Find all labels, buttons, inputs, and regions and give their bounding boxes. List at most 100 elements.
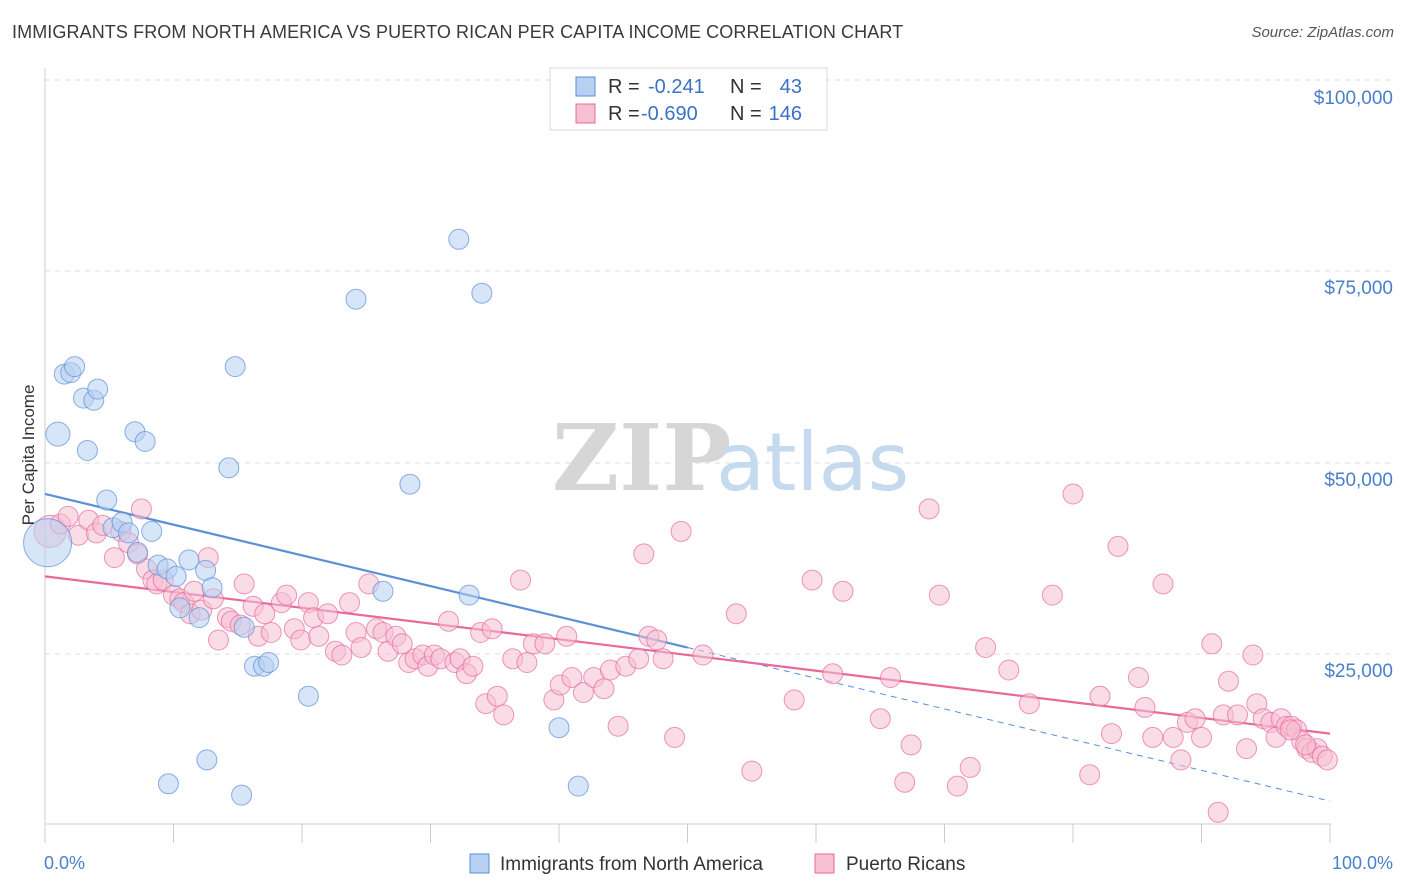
- x-tick-labels: 0.0% 100.0%: [44, 853, 1393, 873]
- puerto-rican-point: [1134, 696, 1156, 718]
- legend-box: [549, 67, 828, 131]
- puerto-rican-point: [928, 584, 950, 606]
- source-label: Source: ZipAtlas.com: [1251, 24, 1394, 41]
- puerto-rican-point: [593, 678, 615, 700]
- series-swatch-pink: [814, 853, 835, 874]
- legend-r-label-1: R =: [608, 76, 640, 98]
- puerto-rican-point: [1107, 535, 1129, 557]
- puerto-rican-point: [1018, 693, 1040, 715]
- puerto-rican-point: [438, 610, 459, 632]
- puerto-rican-point: [946, 775, 968, 797]
- puerto-rican-point: [561, 667, 583, 688]
- puerto-rican-point: [254, 603, 276, 625]
- immigrants-point: [567, 775, 589, 797]
- puerto-rican-point: [510, 569, 531, 591]
- puerto-rican-point: [1162, 726, 1184, 748]
- puerto-rican-point: [486, 685, 508, 707]
- puerto-rican-point: [607, 715, 629, 737]
- puerto-rican-point: [783, 689, 805, 711]
- puerto-rican-point: [1079, 764, 1101, 786]
- immigrants-point: [458, 584, 480, 606]
- puerto-rican-point: [1041, 584, 1063, 606]
- y-tick-label: $100,000: [1314, 88, 1393, 109]
- puerto-rican-point: [556, 625, 578, 647]
- data-points: [23, 228, 1338, 823]
- puerto-rican-point: [975, 637, 997, 658]
- puerto-rican-point: [1101, 723, 1122, 745]
- puerto-rican-point: [1142, 726, 1164, 748]
- puerto-rican-point: [633, 543, 655, 565]
- immigrants-point: [141, 520, 163, 542]
- puerto-rican-point: [276, 584, 298, 606]
- immigrants-point: [157, 773, 179, 795]
- immigrants-point: [178, 549, 200, 571]
- watermark-zip: ZIP: [552, 404, 731, 512]
- immigrants-point: [188, 607, 210, 629]
- legend-r-value-1: -0.241: [648, 76, 705, 98]
- puerto-rican-point: [534, 633, 556, 655]
- immigrants-point: [134, 431, 156, 452]
- puerto-rican-point: [1227, 704, 1248, 726]
- puerto-rican-point: [1316, 749, 1338, 771]
- puerto-rican-point: [664, 726, 686, 748]
- immigrants-point: [118, 522, 139, 544]
- puerto-rican-point: [391, 633, 413, 655]
- immigrants-point: [372, 580, 394, 602]
- immigrants-point: [87, 378, 109, 400]
- puerto-rican-point: [1062, 483, 1084, 505]
- immigrants-point: [76, 440, 98, 461]
- legend-r-label-2: R =: [608, 103, 640, 125]
- puerto-rican-point: [801, 569, 823, 591]
- immigrants-point: [224, 356, 246, 378]
- immigrants-point: [45, 421, 71, 447]
- puerto-rican-point: [822, 663, 844, 685]
- y-tick-label: $50,000: [1324, 470, 1393, 491]
- puerto-rican-point: [900, 734, 922, 756]
- puerto-rican-point: [233, 573, 255, 595]
- puerto-rican-point: [652, 648, 674, 670]
- immigrants-point: [345, 288, 367, 310]
- legend-swatch-pink: [575, 103, 596, 124]
- puerto-rican-point: [1236, 738, 1257, 760]
- immigrants-point: [548, 717, 570, 739]
- puerto-rican-point: [339, 592, 360, 614]
- legend-n-value-1: 43: [780, 76, 802, 98]
- puerto-rican-point: [350, 637, 372, 658]
- puerto-rican-point: [670, 520, 692, 542]
- trend-lines: [44, 492, 1331, 802]
- puerto-rican-point: [1152, 573, 1174, 595]
- puerto-rican-point: [741, 760, 763, 782]
- watermark-atlas: atlas: [716, 416, 909, 509]
- puerto-rican-point: [1242, 644, 1264, 666]
- puerto-rican-point: [869, 708, 891, 730]
- puerto-rican-point: [1201, 633, 1223, 655]
- puerto-rican-point: [725, 603, 747, 625]
- immigrants-point: [196, 749, 218, 771]
- puerto-rican-point: [1170, 749, 1192, 771]
- legend-n-value-2: 146: [769, 103, 802, 125]
- x-tick-label-start: 0.0%: [44, 853, 85, 873]
- immigrants-point: [399, 473, 421, 495]
- immigrants-point: [218, 457, 240, 479]
- immigrants-point: [297, 685, 319, 707]
- puerto-rican-point: [208, 629, 229, 651]
- puerto-rican-point: [832, 580, 854, 602]
- immigrants-point: [231, 784, 253, 806]
- immigrants-point: [169, 597, 191, 619]
- series-label-puerto-ricans: Puerto Ricans: [846, 854, 965, 875]
- puerto-rican-point: [959, 756, 981, 778]
- grid-lines: [45, 79, 1392, 655]
- immigrants-point: [96, 489, 118, 511]
- puerto-rican-point: [998, 659, 1020, 681]
- puerto-rican-point: [918, 498, 940, 520]
- immigrants-trend-extension: [687, 647, 1331, 802]
- immigrants-point: [23, 518, 73, 568]
- puerto-rican-point: [290, 629, 312, 651]
- puerto-rican-point: [130, 498, 152, 520]
- puerto-rican-point: [628, 648, 650, 670]
- puerto-rican-point: [481, 618, 503, 640]
- puerto-rican-point: [57, 505, 79, 527]
- axes: [44, 68, 1331, 843]
- series-swatch-blue: [469, 853, 490, 874]
